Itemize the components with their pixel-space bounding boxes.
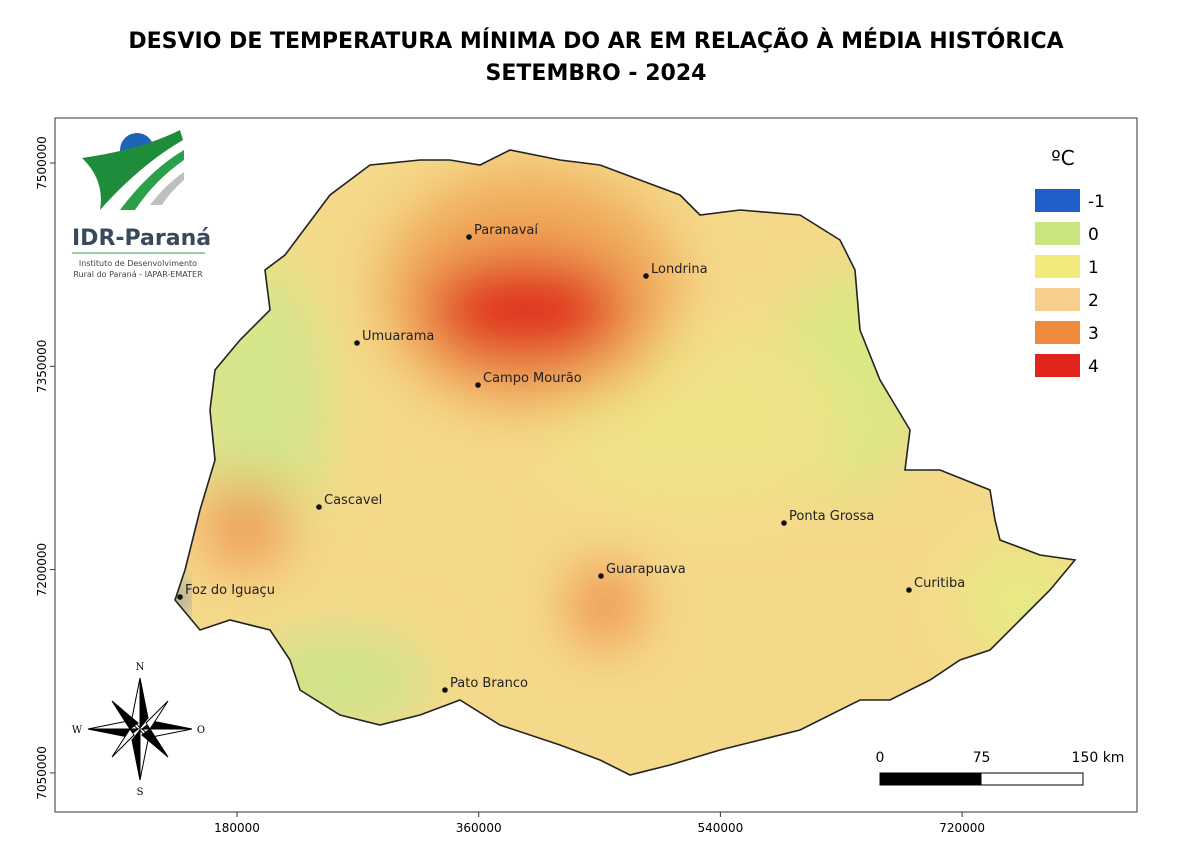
city-dot — [354, 340, 360, 346]
legend-swatch — [1035, 288, 1080, 311]
legend-label: 4 — [1088, 357, 1099, 377]
city-label: Paranavaí — [474, 223, 538, 238]
compass-label: S — [137, 787, 144, 798]
x-tick-label: 540000 — [697, 821, 743, 835]
legend-label: 0 — [1088, 225, 1099, 245]
y-tick-label: 7350000 — [35, 340, 49, 393]
legend-swatch — [1035, 222, 1080, 245]
x-tick-label: 720000 — [939, 821, 985, 835]
legend-label: -1 — [1088, 192, 1105, 212]
legend-label: 1 — [1088, 258, 1099, 278]
compass-label: N — [136, 662, 145, 673]
city-dot — [177, 594, 183, 600]
legend-swatch — [1035, 354, 1080, 377]
compass-label: O — [197, 725, 205, 736]
logo-name: IDR-Paraná — [72, 226, 211, 251]
y-tick-label: 7500000 — [35, 136, 49, 189]
logo-subtitle: Rural do Paraná - IAPAR-EMATER — [73, 270, 203, 279]
legend-title: ºC — [1051, 146, 1074, 170]
city-dot — [781, 520, 787, 526]
city-label: Ponta Grossa — [789, 509, 874, 524]
y-tick-label: 7050000 — [35, 746, 49, 799]
x-tick-label: 180000 — [214, 821, 260, 835]
city-dot — [442, 687, 448, 693]
title-line: SETEMBRO - 2024 — [486, 61, 707, 86]
compass-label: W — [72, 725, 83, 736]
compass: N S W O — [72, 662, 205, 798]
city-label: Londrina — [651, 262, 708, 277]
legend-swatch — [1035, 189, 1080, 212]
city-label: Campo Mourão — [483, 371, 582, 386]
x-tick-label: 360000 — [456, 821, 502, 835]
city-dot — [598, 573, 604, 579]
legend-swatch — [1035, 255, 1080, 278]
city-label: Guarapuava — [606, 562, 686, 577]
scale-label: 75 — [973, 750, 991, 766]
scale-bar: 0 75 150 km — [876, 750, 1125, 786]
logo: IDR-Paraná Instituto de Desenvolvimento … — [72, 130, 211, 279]
city-dot — [643, 273, 649, 279]
logo-subtitle: Instituto de Desenvolvimento — [79, 259, 197, 268]
axis-ticks: 180000 360000 540000 720000 7500000 7350000 72… — [35, 136, 985, 835]
city-dot — [466, 234, 472, 240]
city-label: Pato Branco — [450, 676, 528, 691]
legend-swatch — [1035, 321, 1080, 344]
city-label: Umuarama — [362, 329, 434, 344]
legend: ºC -1 0 1 2 3 4 — [1035, 146, 1105, 377]
city-dot — [316, 504, 322, 510]
legend-label: 2 — [1088, 291, 1099, 311]
scale-label: 0 — [876, 750, 885, 766]
cities: Paranavaí Londrina Umuarama Campo Mourão Cas… — [177, 223, 965, 693]
scale-label: 150 km — [1072, 750, 1125, 766]
y-tick-label: 7200000 — [35, 543, 49, 596]
city-label: Cascavel — [324, 493, 382, 508]
title-line: DESVIO DE TEMPERATURA MÍNIMA DO AR EM RE… — [128, 28, 1063, 54]
city-dot — [475, 382, 481, 388]
legend-label: 3 — [1088, 324, 1099, 344]
city-label: Foz do Iguaçu — [185, 583, 275, 598]
city-label: Curitiba — [914, 576, 965, 591]
city-dot — [906, 587, 912, 593]
